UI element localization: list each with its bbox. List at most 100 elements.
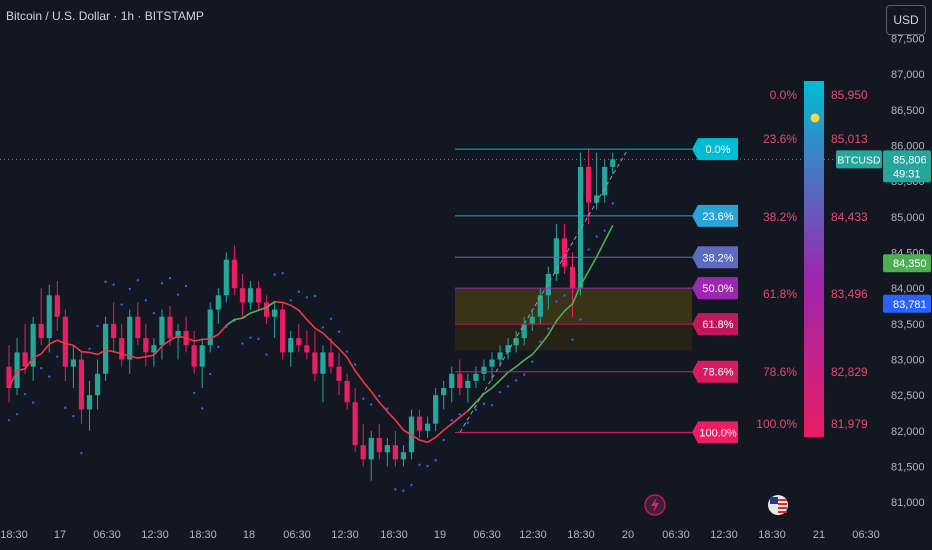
time-tick-label: 06:30 <box>473 529 501 541</box>
sar-dot <box>56 355 59 358</box>
time-tick-label: 12:30 <box>519 529 547 541</box>
sar-dot <box>587 248 590 251</box>
scale-price-label: 81,979 <box>831 417 868 431</box>
candle-body <box>425 423 431 431</box>
sar-dot <box>490 403 494 407</box>
candle-body <box>78 359 85 410</box>
candle-body <box>54 295 60 317</box>
candle-body <box>400 452 407 460</box>
sar-dot <box>273 273 276 276</box>
fib-gradient-scale: 0.0% 85,950 23.6% 85,013 38.2% 84,433 61.8% 83,… <box>756 81 868 437</box>
sar-dot <box>345 350 349 353</box>
time-tick-label: 12:30 <box>710 529 738 541</box>
sar-dot <box>394 488 397 491</box>
symbol-tag <box>836 150 882 169</box>
sar-dot <box>498 390 502 394</box>
sar-dot <box>217 345 220 349</box>
sar-dot <box>539 340 542 343</box>
candle-body <box>159 316 165 346</box>
fib-level-tag <box>692 421 738 444</box>
sar-dot <box>72 414 75 418</box>
candle-body <box>191 345 197 367</box>
candle-body <box>537 295 543 317</box>
candle-body <box>586 166 592 203</box>
price-tick-label: 83,500 <box>891 319 925 331</box>
candle-body <box>610 159 616 167</box>
ma-green-tag <box>883 254 931 273</box>
sar-dot <box>482 402 486 406</box>
sar-dot <box>611 202 614 205</box>
candle-body <box>231 259 237 289</box>
time-tick-label: 06:30 <box>283 529 311 541</box>
us-flag-icon <box>778 499 787 501</box>
sar-dot <box>450 418 453 422</box>
candle-body <box>569 266 576 289</box>
candle-body <box>94 373 101 396</box>
sar-dot <box>466 421 470 424</box>
current-price-tag <box>883 150 931 183</box>
sar-dot <box>555 300 558 303</box>
fib-tag-label: 61.8% <box>702 319 733 331</box>
candle-body <box>529 316 535 324</box>
fib-zone-rect <box>455 288 692 325</box>
sar-dot <box>442 438 445 442</box>
candle-body <box>86 395 93 410</box>
scale-ratio-label: 23.6% <box>763 132 797 146</box>
time-tick-label: 06:30 <box>93 529 121 541</box>
candle-body <box>449 373 455 389</box>
sar-dot <box>48 375 51 378</box>
fib-level-tag <box>692 277 738 300</box>
sar-dot <box>313 294 317 298</box>
sar-dot <box>523 373 526 376</box>
fib-tag-label: 0.0% <box>705 144 730 156</box>
lightning-icon <box>651 497 659 513</box>
us-flag-icon <box>778 503 787 505</box>
price-tick-label: 82,500 <box>891 390 925 402</box>
sar-dot <box>603 229 606 232</box>
candle-body <box>561 238 568 267</box>
candle-body <box>441 388 447 396</box>
candle-body <box>328 352 334 367</box>
sar-dot <box>88 347 91 351</box>
sar-dot <box>305 296 309 299</box>
us-flag-icon <box>770 497 778 504</box>
time-tick-label: 06:30 <box>662 529 690 541</box>
candle-body <box>127 316 133 360</box>
candle-body <box>521 323 527 339</box>
sar-dot <box>426 464 429 468</box>
candle-body <box>38 323 44 339</box>
sar-dot <box>434 459 437 462</box>
candle-body <box>135 316 141 339</box>
candle-body <box>280 309 286 353</box>
sar-dot <box>209 372 212 376</box>
sar-dot <box>571 338 574 341</box>
fib-tag-label: 100.0% <box>699 427 737 439</box>
sar-dot <box>96 324 99 328</box>
fib-trend-line <box>459 148 629 433</box>
candle-body <box>457 373 463 389</box>
sar-tag <box>883 294 931 313</box>
currency-button[interactable]: USD <box>886 5 926 35</box>
sar-dot <box>281 272 284 275</box>
sar-dot <box>329 317 333 321</box>
time-tick-label: 17 <box>54 529 66 541</box>
candle-body <box>416 416 423 431</box>
sar-dot <box>128 287 131 291</box>
candle-body <box>312 352 318 374</box>
scale-price-label: 85,950 <box>831 88 868 102</box>
sar-dot <box>531 360 534 363</box>
scale-ratio-label: 38.2% <box>763 210 797 224</box>
candle-body <box>167 316 173 339</box>
price-tick-label: 87,500 <box>891 34 925 46</box>
fib-tag-label: 38.2% <box>702 252 733 264</box>
sar-dot <box>176 293 180 296</box>
time-tick-label: 19 <box>434 529 446 541</box>
time-tick-label: 21 <box>813 529 825 541</box>
sar-dot <box>112 283 115 286</box>
candle-body <box>433 395 439 424</box>
candle-body <box>288 338 294 353</box>
event-icons <box>644 494 788 516</box>
scale-price-label: 82,829 <box>831 365 868 379</box>
time-tick-label: 18:30 <box>189 529 217 541</box>
